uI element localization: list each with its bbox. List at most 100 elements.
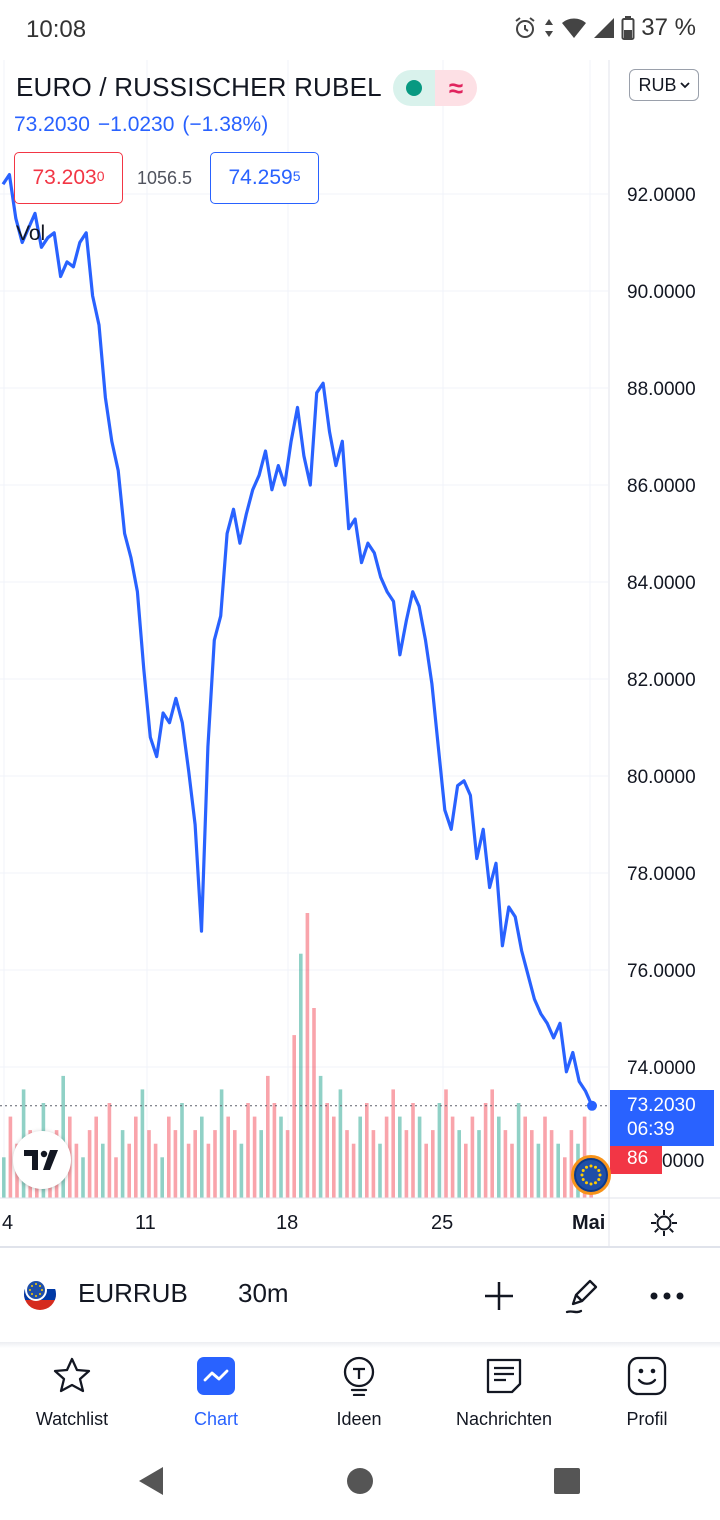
price-change-percent: (−1.38%) bbox=[182, 113, 269, 136]
volume-bar bbox=[299, 953, 303, 1198]
volume-bar bbox=[503, 1130, 508, 1198]
volume-bar bbox=[332, 1116, 336, 1198]
date-label: Mai bbox=[572, 1212, 606, 1234]
y-tick-label: 88.0000 bbox=[627, 379, 696, 400]
y-tick-label: 86.0000 bbox=[627, 476, 696, 497]
alarm-icon bbox=[513, 16, 537, 40]
volume-bar bbox=[365, 1103, 369, 1198]
y-tick-label: 76.0000 bbox=[627, 961, 696, 982]
wifi-icon bbox=[561, 17, 587, 39]
volume-bar bbox=[325, 1103, 329, 1198]
more-button[interactable] bbox=[647, 1276, 687, 1316]
volume-bar bbox=[101, 1143, 105, 1198]
home-circle-icon bbox=[347, 1468, 373, 1494]
y-tick-label: 80.0000 bbox=[627, 767, 696, 788]
eur-rub-flag-icon bbox=[24, 1278, 56, 1310]
volume-bar bbox=[114, 1157, 118, 1198]
signal-icon bbox=[593, 17, 615, 39]
nav-label: Watchlist bbox=[35, 1409, 109, 1429]
volume-bar bbox=[351, 1143, 356, 1198]
toolbar-divider bbox=[0, 1246, 720, 1248]
eu-flag-icon[interactable] bbox=[571, 1155, 611, 1195]
y-tick-label: 90.0000 bbox=[627, 282, 696, 303]
volume-bar bbox=[87, 1130, 92, 1198]
interval-button[interactable]: 30m bbox=[238, 1278, 289, 1308]
data-arrows-icon bbox=[543, 16, 555, 40]
volume-bar bbox=[457, 1130, 461, 1198]
volume-bar bbox=[470, 1116, 475, 1198]
home-button[interactable] bbox=[343, 1464, 377, 1498]
volume-bar bbox=[140, 1089, 145, 1198]
volume-bar bbox=[94, 1116, 98, 1198]
volume-bar bbox=[252, 1116, 257, 1198]
volume-legend[interactable]: Vol bbox=[16, 222, 46, 245]
volume-bar bbox=[318, 1075, 323, 1198]
volume-bar bbox=[490, 1089, 494, 1198]
system-navigation bbox=[0, 1440, 720, 1520]
volume-bar bbox=[193, 1130, 197, 1198]
volume-bar bbox=[134, 1116, 138, 1198]
volume-bar bbox=[61, 1075, 65, 1198]
market-status-pill[interactable]: ≈ bbox=[393, 70, 477, 106]
volume-bar bbox=[107, 1103, 112, 1198]
nav-profile[interactable]: Profil bbox=[587, 1356, 707, 1430]
currency-select[interactable]: RUB bbox=[629, 69, 699, 101]
volume-bar bbox=[556, 1143, 560, 1198]
lightbulb-icon bbox=[339, 1356, 379, 1396]
nav-separator bbox=[0, 1342, 720, 1348]
y-tick-label: 82.0000 bbox=[627, 670, 696, 691]
symbol-search-button[interactable]: EURRUB bbox=[78, 1278, 188, 1308]
volume-bar bbox=[530, 1130, 534, 1198]
volume-bar bbox=[167, 1116, 171, 1198]
nav-watchlist[interactable]: Watchlist bbox=[12, 1356, 132, 1430]
nav-label: Ideen bbox=[336, 1409, 382, 1429]
partial-price-tick: 0000 bbox=[662, 1151, 705, 1172]
bid-price-small: 0 bbox=[96, 168, 105, 184]
date-label: 11 bbox=[135, 1212, 156, 1234]
chevron-down-icon bbox=[679, 82, 690, 89]
sell-button[interactable]: 73.203 0 bbox=[14, 152, 123, 204]
volume-bar bbox=[477, 1130, 481, 1198]
status-time: 10:08 bbox=[26, 16, 87, 43]
volume-bar bbox=[523, 1116, 527, 1198]
green-dot-icon bbox=[406, 80, 422, 96]
recents-square-icon bbox=[554, 1468, 580, 1494]
volume-bar bbox=[411, 1103, 415, 1198]
chart-settings-button[interactable] bbox=[649, 1208, 679, 1238]
pair-title[interactable]: EURO / RUSSISCHER RUBEL bbox=[16, 72, 382, 102]
volume-bar bbox=[173, 1130, 178, 1198]
volume-bar bbox=[543, 1116, 547, 1198]
volume-bar bbox=[285, 1130, 290, 1198]
volume-bar bbox=[431, 1130, 435, 1198]
volume-bar bbox=[549, 1130, 554, 1198]
y-tick-label: 74.0000 bbox=[627, 1058, 696, 1079]
nav-ideas[interactable]: Ideen bbox=[299, 1356, 419, 1430]
volume-bar bbox=[233, 1130, 237, 1198]
buy-button[interactable]: 74.259 5 bbox=[210, 152, 319, 204]
price-axis[interactable]: 92.0000 90.0000 88.0000 86.0000 84.0000 82.00… bbox=[627, 185, 696, 1079]
price-line-series bbox=[1, 173, 594, 1107]
nav-news[interactable]: Nachrichten bbox=[444, 1356, 564, 1430]
nav-chart[interactable]: Chart bbox=[156, 1356, 276, 1430]
volume-bar bbox=[226, 1116, 230, 1198]
status-icons: 37 % bbox=[513, 14, 696, 42]
back-button[interactable] bbox=[134, 1464, 168, 1498]
volume-bar bbox=[239, 1143, 244, 1198]
volume-bar bbox=[2, 1157, 6, 1198]
volume-bar bbox=[292, 1035, 296, 1198]
gear-icon bbox=[651, 1210, 677, 1236]
chart-icon bbox=[196, 1356, 236, 1396]
volume-bar bbox=[127, 1143, 131, 1198]
tradingview-logo-icon[interactable] bbox=[13, 1131, 71, 1189]
volume-bar bbox=[206, 1143, 211, 1198]
pen-icon bbox=[565, 1279, 598, 1314]
last-price-tag: 73.2030 06:39 bbox=[610, 1090, 714, 1146]
bottom-navigation: Watchlist Chart Ideen Nachrichten Profil bbox=[0, 1348, 720, 1440]
volume-bar bbox=[305, 913, 310, 1198]
add-button[interactable] bbox=[479, 1276, 519, 1316]
price-chart[interactable]: 92.0000 90.0000 88.0000 86.0000 84.0000 82.00… bbox=[0, 60, 720, 1246]
drawing-tools-button[interactable] bbox=[563, 1276, 603, 1316]
volume-bar bbox=[338, 1089, 343, 1198]
volume-bar bbox=[8, 1116, 13, 1198]
recents-button[interactable] bbox=[550, 1464, 584, 1498]
